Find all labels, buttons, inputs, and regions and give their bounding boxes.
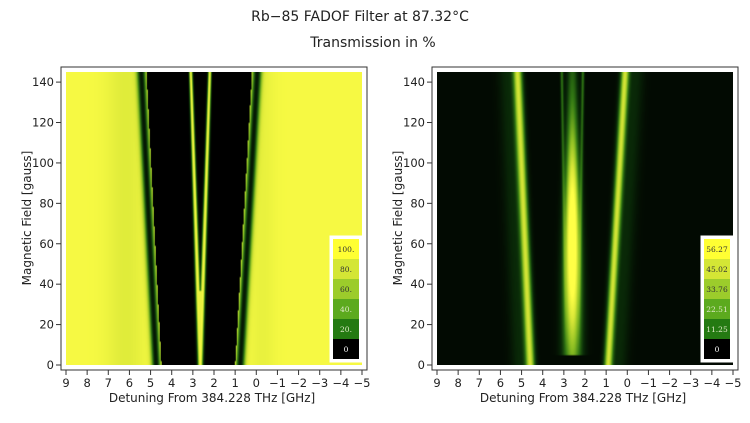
legend-label: 0 bbox=[715, 345, 720, 354]
x-tick-label: 4 bbox=[168, 376, 175, 390]
heatmap-right bbox=[437, 72, 733, 365]
figure-subtitle: Transmission in % bbox=[309, 35, 435, 51]
legend-swatch bbox=[333, 339, 359, 359]
y-tick-label: 100 bbox=[403, 156, 425, 170]
figure-title: Rb−85 FADOF Filter at 87.32°C bbox=[251, 9, 469, 25]
y-tick-label: 40 bbox=[39, 277, 54, 291]
y-tick-label: 60 bbox=[39, 237, 54, 251]
y-tick-label: 100 bbox=[32, 156, 54, 170]
x-tick-label: 4 bbox=[539, 376, 546, 390]
x-tick-label: 1 bbox=[602, 376, 609, 390]
x-tick-label: −4 bbox=[703, 376, 720, 390]
y-tick-label: 60 bbox=[410, 237, 425, 251]
legend-swatch bbox=[704, 339, 730, 359]
y-tick-label: 0 bbox=[418, 358, 425, 372]
legend-swatch bbox=[704, 299, 730, 319]
x-tick-label: 5 bbox=[518, 376, 525, 390]
panel-right: 9 8 7 6 5 4 3 2 1 0 −1 −2 −3 −4 −5 0 20 40 60 80 100 120 140 M… bbox=[391, 66, 741, 405]
legend-label: 60. bbox=[340, 285, 352, 294]
legend-swatch bbox=[704, 319, 730, 339]
legend-swatch bbox=[704, 279, 730, 299]
legend-label: 33.76 bbox=[706, 285, 728, 294]
x-tick-label: 9 bbox=[62, 376, 69, 390]
x-tick-label: −3 bbox=[682, 376, 699, 390]
legend-label: 100. bbox=[338, 245, 355, 254]
legend-right: 56.27 45.02 33.76 22.51 11.25 0 bbox=[700, 235, 734, 363]
x-tick-label: 2 bbox=[581, 376, 588, 390]
x-tick-label: 0 bbox=[253, 376, 260, 390]
x-tick-label: 8 bbox=[83, 376, 90, 390]
axis-ticks-right: 9 8 7 6 5 4 3 2 1 0 −1 −2 −3 −4 −5 0 20 40 60 80 100 120 140 bbox=[403, 75, 741, 390]
legend-label: 80. bbox=[340, 265, 352, 274]
legend-label: 20. bbox=[340, 325, 352, 334]
legend-swatch bbox=[704, 239, 730, 259]
y-tick-label: 80 bbox=[410, 196, 425, 210]
legend-swatch bbox=[704, 259, 730, 279]
legend-swatch bbox=[333, 239, 359, 259]
x-tick-label: 9 bbox=[433, 376, 440, 390]
legend-label: 11.25 bbox=[706, 325, 728, 334]
y-tick-label: 20 bbox=[39, 318, 54, 332]
panel-left: 9 8 7 6 5 4 3 2 1 0 −1 −2 −3 −4 −5 0 20 40 60 80 100 120 140 M… bbox=[20, 66, 370, 405]
x-tick-label: −1 bbox=[640, 376, 657, 390]
x-tick-label: 7 bbox=[476, 376, 483, 390]
legend-label: 22.51 bbox=[706, 305, 727, 314]
ylabel-left: Magnetic Field [gauss] bbox=[20, 151, 34, 286]
legend-swatch bbox=[333, 299, 359, 319]
x-tick-label: 6 bbox=[497, 376, 504, 390]
legend-label: 40. bbox=[340, 305, 352, 314]
x-tick-label: 3 bbox=[560, 376, 567, 390]
x-tick-label: −3 bbox=[311, 376, 328, 390]
heatmap-left bbox=[66, 72, 362, 365]
x-tick-label: 1 bbox=[231, 376, 238, 390]
y-tick-label: 140 bbox=[403, 75, 425, 89]
ylabel-right: Magnetic Field [gauss] bbox=[391, 151, 405, 286]
x-tick-label: 0 bbox=[624, 376, 631, 390]
x-tick-label: −2 bbox=[290, 376, 307, 390]
y-tick-label: 80 bbox=[39, 196, 54, 210]
xlabel-left: Detuning From 384.228 THz [GHz] bbox=[109, 391, 315, 405]
y-tick-label: 0 bbox=[47, 358, 54, 372]
legend-swatch bbox=[333, 259, 359, 279]
x-tick-label: 7 bbox=[105, 376, 112, 390]
x-tick-label: 6 bbox=[126, 376, 133, 390]
y-tick-label: 120 bbox=[32, 116, 54, 130]
legend-left: 100. 80. 60. 40. 20. 0 bbox=[329, 235, 363, 363]
x-tick-label: 5 bbox=[147, 376, 154, 390]
x-tick-label: 2 bbox=[210, 376, 217, 390]
xlabel-right: Detuning From 384.228 THz [GHz] bbox=[480, 391, 686, 405]
x-tick-label: −5 bbox=[725, 376, 742, 390]
legend-label: 0 bbox=[344, 345, 349, 354]
y-tick-label: 40 bbox=[410, 277, 425, 291]
axis-ticks-left: 9 8 7 6 5 4 3 2 1 0 −1 −2 −3 −4 −5 0 20 40 60 80 100 120 140 bbox=[32, 75, 370, 390]
x-tick-label: −5 bbox=[354, 376, 371, 390]
legend-label: 56.27 bbox=[706, 245, 728, 254]
y-tick-label: 140 bbox=[32, 75, 54, 89]
legend-swatch bbox=[333, 319, 359, 339]
x-tick-label: 8 bbox=[454, 376, 461, 390]
legend-label: 45.02 bbox=[706, 265, 728, 274]
legend-swatch bbox=[333, 279, 359, 299]
x-tick-label: −4 bbox=[332, 376, 349, 390]
x-tick-label: −2 bbox=[661, 376, 678, 390]
y-tick-label: 20 bbox=[410, 318, 425, 332]
y-tick-label: 120 bbox=[403, 116, 425, 130]
x-tick-label: −1 bbox=[269, 376, 286, 390]
x-tick-label: 3 bbox=[189, 376, 196, 390]
